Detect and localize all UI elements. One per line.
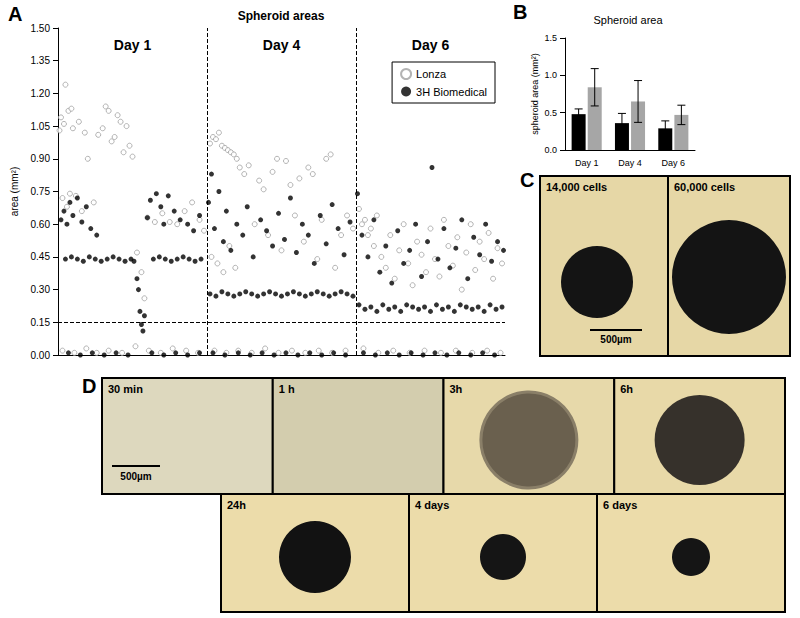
svg-text:Spheroid areas: Spheroid areas <box>238 9 325 23</box>
svg-text:0.0: 0.0 <box>544 145 557 155</box>
svg-text:1 h: 1 h <box>279 383 295 395</box>
svg-text:3h: 3h <box>450 383 463 395</box>
svg-text:0.60: 0.60 <box>31 219 51 230</box>
svg-text:0.5: 0.5 <box>544 108 557 118</box>
svg-text:Day 1: Day 1 <box>575 158 599 168</box>
svg-text:spheroid area (mm²): spheroid area (mm²) <box>530 53 540 135</box>
svg-text:1.5: 1.5 <box>544 33 557 43</box>
svg-text:0.75: 0.75 <box>31 186 51 197</box>
svg-text:Day 1: Day 1 <box>114 37 152 53</box>
svg-text:1.20: 1.20 <box>31 88 51 99</box>
svg-text:A: A <box>8 3 22 25</box>
svg-text:60,000 cells: 60,000 cells <box>674 181 735 193</box>
svg-text:D: D <box>82 375 96 397</box>
svg-text:30 min: 30 min <box>108 383 143 395</box>
svg-text:6h: 6h <box>620 383 633 395</box>
svg-text:0.00: 0.00 <box>31 350 51 361</box>
svg-text:Day 6: Day 6 <box>412 37 450 53</box>
svg-text:Lonza: Lonza <box>416 68 447 80</box>
svg-text:6 days: 6 days <box>603 499 637 511</box>
svg-text:3H Biomedical: 3H Biomedical <box>416 86 487 98</box>
svg-text:1.05: 1.05 <box>31 121 51 132</box>
svg-text:500µm: 500µm <box>600 334 631 345</box>
svg-text:Spheroid area: Spheroid area <box>593 14 663 26</box>
svg-text:Day 6: Day 6 <box>662 158 686 168</box>
svg-text:B: B <box>513 1 527 23</box>
svg-text:area (mm²): area (mm²) <box>9 167 20 216</box>
svg-text:4 days: 4 days <box>415 499 449 511</box>
svg-text:0.15: 0.15 <box>31 317 51 328</box>
svg-text:0.30: 0.30 <box>31 284 51 295</box>
svg-text:C: C <box>520 169 534 191</box>
svg-text:Day 4: Day 4 <box>263 37 301 53</box>
svg-text:1.50: 1.50 <box>31 23 51 34</box>
svg-text:0.90: 0.90 <box>31 153 51 164</box>
svg-text:14,000 cells: 14,000 cells <box>546 181 607 193</box>
svg-text:0.45: 0.45 <box>31 251 51 262</box>
svg-text:1.35: 1.35 <box>31 55 51 66</box>
svg-text:1.0: 1.0 <box>544 70 557 80</box>
svg-text:500µm: 500µm <box>120 471 151 482</box>
svg-text:Day 4: Day 4 <box>618 158 642 168</box>
svg-text:24h: 24h <box>227 499 246 511</box>
